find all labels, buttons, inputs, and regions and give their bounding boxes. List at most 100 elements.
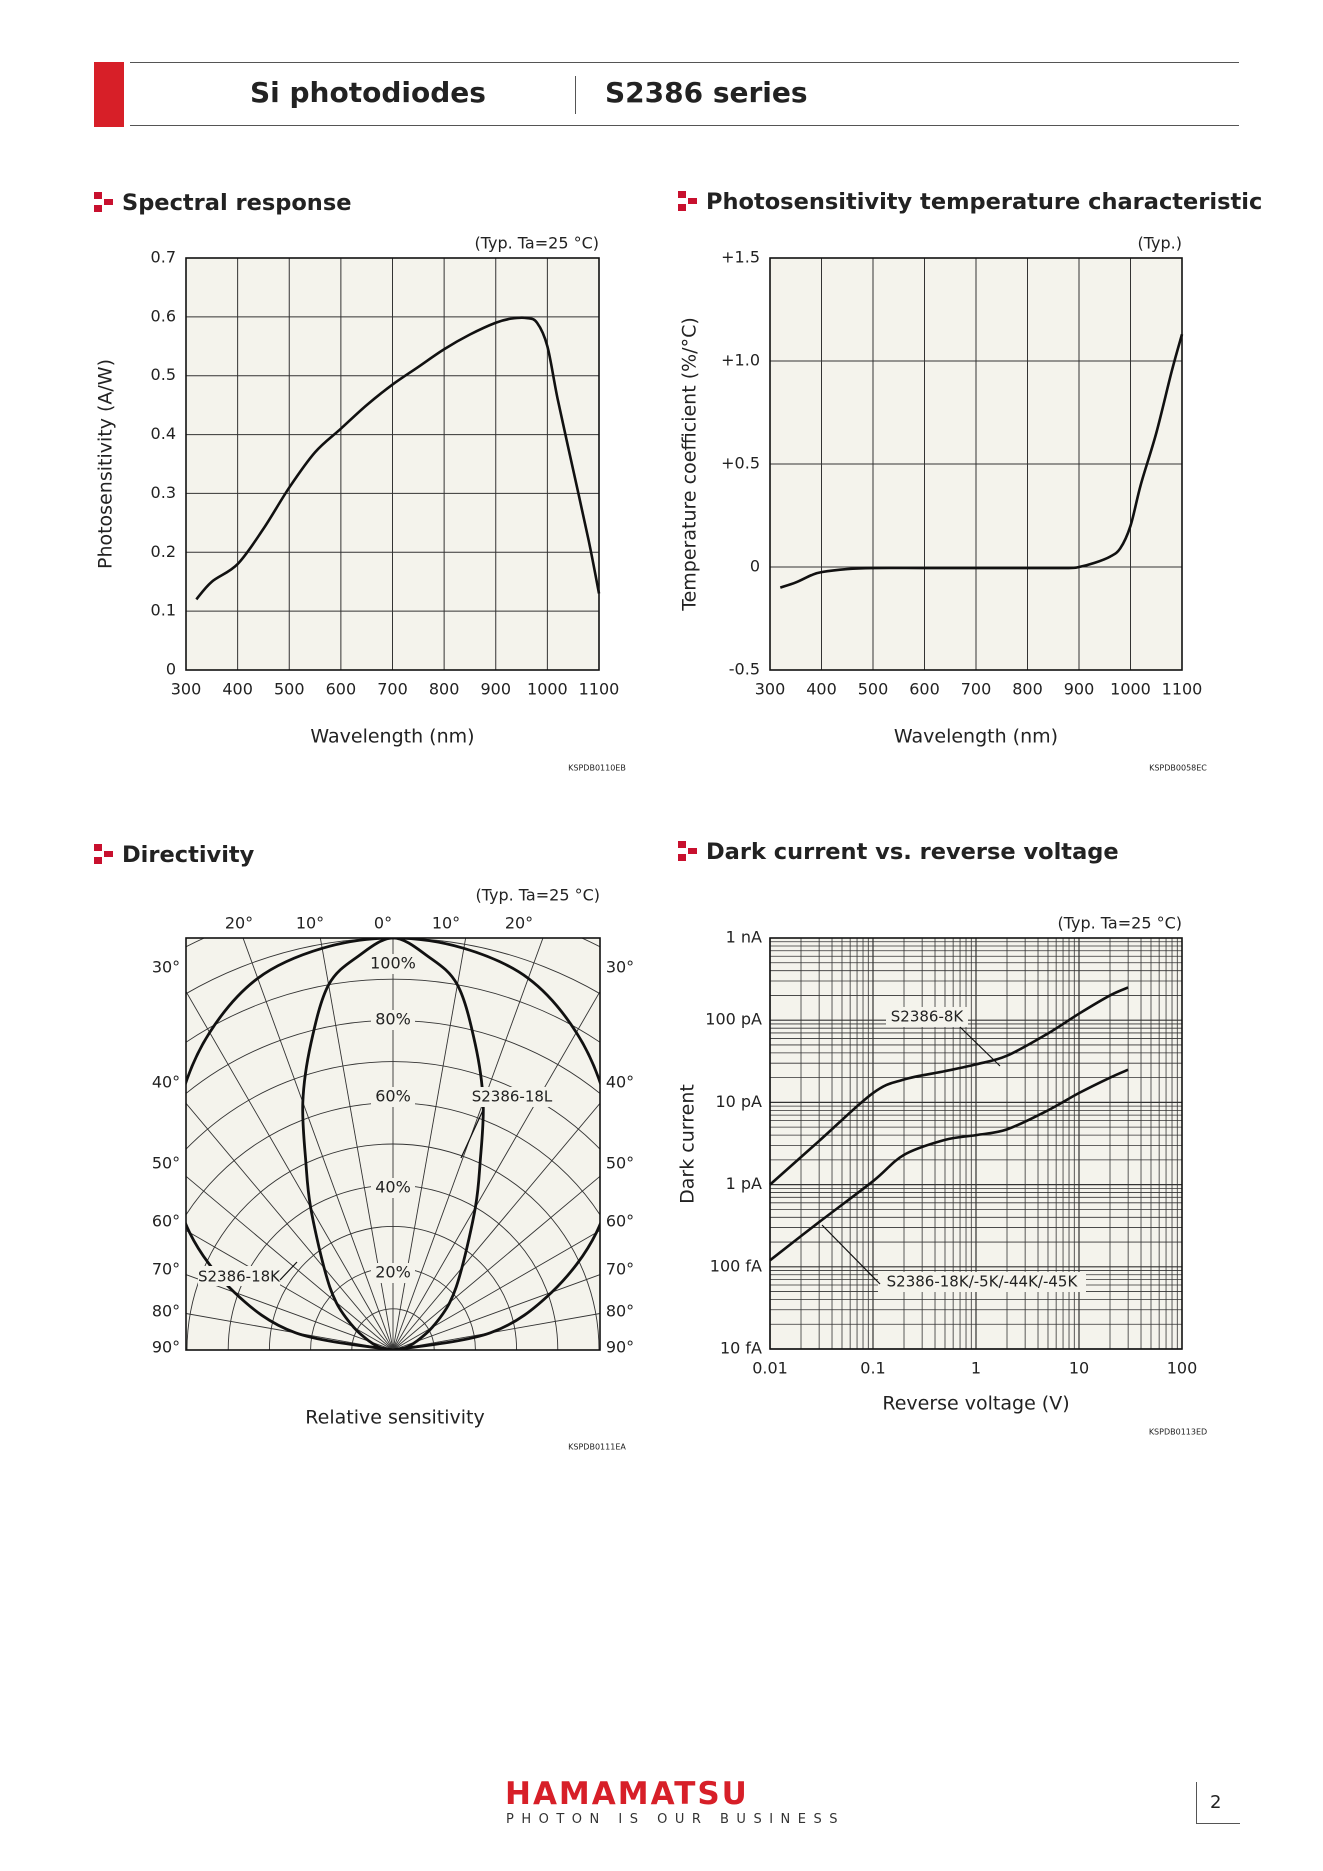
x-tick-label: 0.01 <box>752 1359 788 1378</box>
figure-code: KSPDB0111EA <box>568 1443 626 1452</box>
x-tick-label: 300 <box>171 680 202 699</box>
section-title: Dark current vs. reverse voltage <box>706 839 1119 865</box>
series-line <box>779 333 1184 589</box>
series-line <box>769 1068 1129 1262</box>
y-tick-label: +0.5 <box>721 454 760 473</box>
x-tick-label: 300 <box>755 680 786 699</box>
x-tick-label: 600 <box>326 680 357 699</box>
angle-label-left: 70° <box>152 1260 180 1279</box>
angle-label-right: 90° <box>606 1338 634 1357</box>
header-separator <box>575 76 576 114</box>
chart-note: (Typ. Ta=25 °C) <box>474 234 599 253</box>
series-line <box>195 316 601 601</box>
label-bg <box>371 1263 415 1283</box>
series-label-18k-group: S2386-18K/-5K/-44K/-45K <box>887 1273 1079 1291</box>
series-label-18l: S2386-18L <box>472 1088 553 1106</box>
header-product-category: Si photodiodes <box>250 76 486 109</box>
plot-frame <box>185 257 600 671</box>
figure-code: KSPDB0058EC <box>1149 764 1207 773</box>
y-tick-label: 0.3 <box>151 483 176 502</box>
angle-label-right: 70° <box>606 1260 634 1279</box>
y-tick-label: 0.5 <box>151 365 176 384</box>
x-tick-label: 1 <box>971 1359 981 1378</box>
plot-frame <box>769 257 1183 671</box>
polar-arc <box>351 1308 435 1350</box>
polar-spoke <box>392 990 600 1350</box>
series-label-8k: S2386-8K <box>891 1008 965 1026</box>
y-tick-label: 100 fA <box>710 1256 762 1275</box>
label-bg <box>198 1266 280 1286</box>
polar-spoke <box>186 1313 394 1350</box>
polar-spoke <box>186 1274 394 1350</box>
polar-spoke <box>392 1102 600 1350</box>
angle-label-left: 90° <box>152 1338 180 1357</box>
angle-label-right: 60° <box>606 1212 634 1231</box>
y-tick-label: 0.7 <box>151 248 176 267</box>
angle-label-top: 0° <box>374 914 392 933</box>
section-bullet-icon <box>94 844 116 864</box>
label-bg <box>371 1010 415 1030</box>
x-tick-label: 800 <box>1012 680 1043 699</box>
section-bullet-icon <box>94 192 116 212</box>
directivity-plot <box>185 937 601 1351</box>
angle-label-top: 10° <box>296 914 324 933</box>
angle-label-left: 50° <box>152 1154 180 1173</box>
brand-tagline: PHOTON IS OUR BUSINESS <box>506 1812 845 1827</box>
y-tick-label: 0.6 <box>151 306 176 325</box>
polar-arc <box>268 1225 518 1350</box>
x-tick-label: 100 <box>1167 1359 1198 1378</box>
x-axis-label: Wavelength (nm) <box>310 726 474 748</box>
x-tick-label: 10 <box>1069 1359 1089 1378</box>
angle-label-left: 40° <box>152 1073 180 1092</box>
y-tick-label: 0.2 <box>151 542 176 561</box>
x-tick-label: 0.1 <box>860 1359 885 1378</box>
section-title: Directivity <box>122 842 255 868</box>
polar-spoke <box>186 990 394 1350</box>
page-number-rule <box>1196 1782 1197 1824</box>
x-axis-label: Reverse voltage (V) <box>882 1393 1069 1415</box>
y-axis-label: Temperature coefficient (%/°C) <box>679 317 701 612</box>
x-tick-label: 500 <box>858 680 889 699</box>
radial-label: 100% <box>370 954 416 973</box>
polar-grid <box>186 938 600 1350</box>
y-tick-label: +1.0 <box>721 351 760 370</box>
radial-label: 60% <box>375 1087 411 1106</box>
y-tick-label: 1 nA <box>726 928 762 947</box>
polar-spoke <box>186 1102 394 1350</box>
y-tick-label: 1 pA <box>726 1174 762 1193</box>
figure-code: KSPDB0110EB <box>568 764 626 773</box>
y-axis-label: Photosensitivity (A/W) <box>95 359 117 569</box>
section-title: Photosensitivity temperature characteris… <box>706 189 1263 215</box>
y-tick-label: -0.5 <box>729 660 760 679</box>
plot-frame <box>769 937 1183 1350</box>
x-tick-label: 800 <box>429 680 460 699</box>
page-number-rule <box>1196 1823 1240 1824</box>
y-tick-label: 10 fA <box>720 1339 762 1358</box>
angle-label-right: 30° <box>606 958 634 977</box>
angle-label-right: 80° <box>606 1302 634 1321</box>
polar-spoke <box>392 938 544 1350</box>
x-tick-label: 400 <box>806 680 837 699</box>
y-tick-label: 0.4 <box>151 424 176 443</box>
y-tick-label: +1.5 <box>721 248 760 267</box>
x-tick-label: 1100 <box>1162 680 1203 699</box>
y-tick-label: 100 pA <box>705 1010 762 1029</box>
x-tick-label: 1000 <box>527 680 568 699</box>
y-tick-label: 0 <box>750 557 760 576</box>
polar-spoke <box>186 1175 394 1350</box>
polar-spoke <box>319 938 394 1350</box>
series-line <box>301 938 485 1350</box>
angle-label-left: 80° <box>152 1302 180 1321</box>
x-tick-label: 900 <box>1064 680 1095 699</box>
label-bg <box>470 1087 554 1107</box>
x-axis-label: Relative sensitivity <box>305 1407 484 1429</box>
page-number: 2 <box>1210 1792 1222 1813</box>
polar-spoke <box>392 1313 600 1350</box>
x-tick-label: 500 <box>274 680 305 699</box>
header-bottom-rule <box>130 125 1239 126</box>
series-line <box>186 938 600 1350</box>
x-tick-label: 700 <box>961 680 992 699</box>
polar-spoke <box>242 938 394 1350</box>
plot-frame <box>185 937 601 1351</box>
polar-arc <box>186 1143 600 1350</box>
